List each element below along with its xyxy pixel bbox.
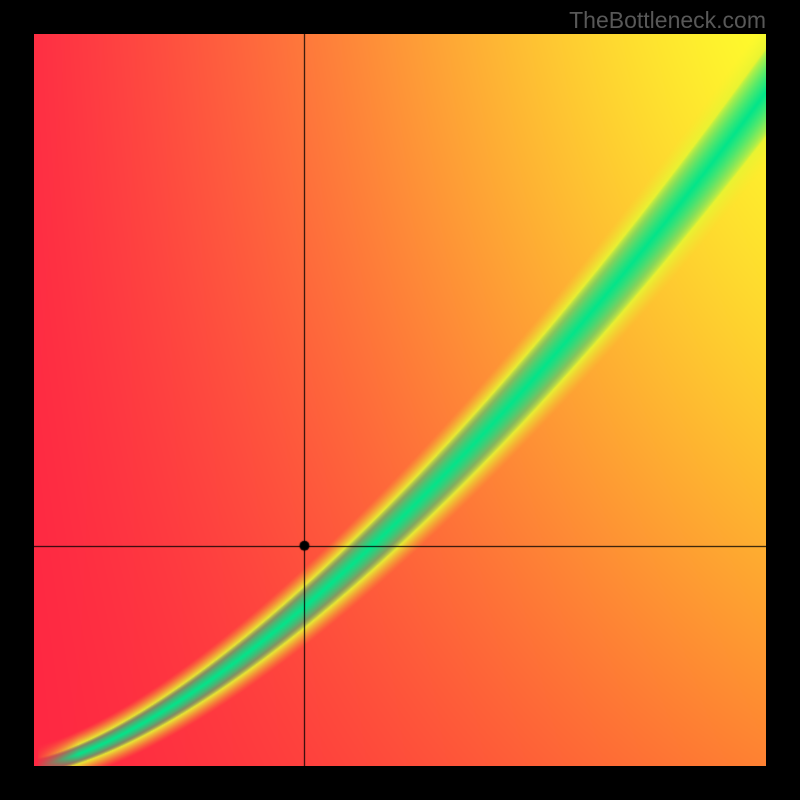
heatmap-canvas <box>34 34 766 766</box>
watermark-text: TheBottleneck.com <box>569 7 766 34</box>
